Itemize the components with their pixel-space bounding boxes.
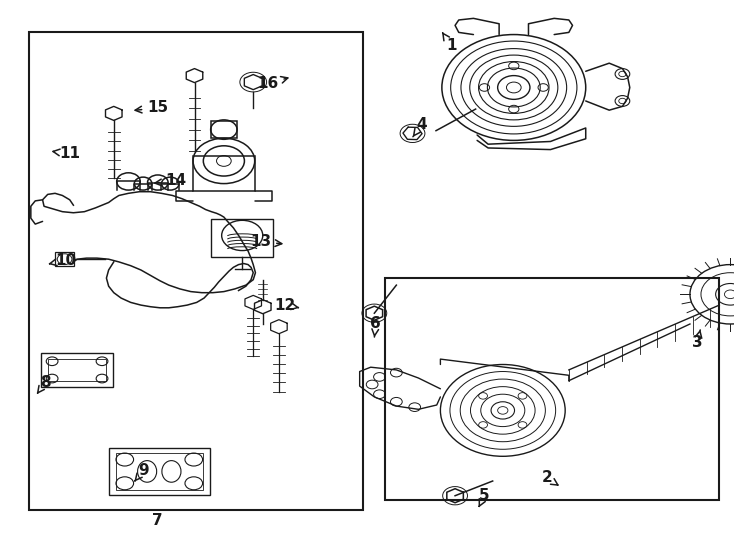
Bar xyxy=(55,252,74,266)
Text: 7: 7 xyxy=(153,513,163,528)
Bar xyxy=(109,448,210,495)
Bar xyxy=(41,353,113,387)
Bar xyxy=(211,121,237,138)
Bar xyxy=(116,453,203,490)
Text: 13: 13 xyxy=(250,234,282,249)
Text: 9: 9 xyxy=(135,463,148,481)
Text: 1: 1 xyxy=(443,33,457,53)
Bar xyxy=(211,219,273,257)
Text: 8: 8 xyxy=(37,375,51,393)
Bar xyxy=(193,156,255,191)
Text: 16: 16 xyxy=(258,76,288,91)
Text: 12: 12 xyxy=(275,298,299,313)
Text: 4: 4 xyxy=(413,117,427,137)
Text: 10: 10 xyxy=(49,253,76,268)
Bar xyxy=(48,359,106,381)
Text: 15: 15 xyxy=(135,100,168,116)
Bar xyxy=(29,32,363,510)
Bar xyxy=(385,278,719,500)
Text: 5: 5 xyxy=(479,488,490,507)
Text: 2: 2 xyxy=(542,470,558,485)
Text: 6: 6 xyxy=(371,316,381,337)
Text: 3: 3 xyxy=(692,330,702,350)
Text: 14: 14 xyxy=(155,173,186,188)
Text: 11: 11 xyxy=(53,146,80,161)
